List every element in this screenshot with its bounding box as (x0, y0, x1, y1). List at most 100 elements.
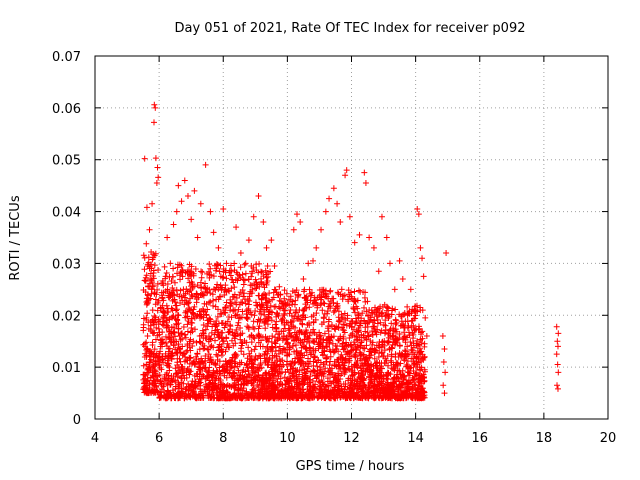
data-point (440, 358, 447, 365)
data-point (140, 376, 147, 383)
data-point (239, 340, 246, 347)
data-point (405, 379, 412, 386)
data-point (351, 239, 358, 246)
data-point (198, 274, 205, 281)
data-point (145, 296, 152, 303)
data-point (342, 172, 349, 179)
data-point (222, 267, 229, 274)
data-point (382, 326, 389, 333)
data-point (368, 352, 375, 359)
data-point (202, 326, 209, 333)
data-point (159, 353, 166, 360)
data-point (301, 377, 308, 384)
data-point (180, 380, 187, 387)
data-point (174, 369, 181, 376)
data-point (256, 352, 263, 359)
data-point (387, 326, 394, 333)
data-point (174, 316, 181, 323)
data-point (554, 361, 561, 368)
data-point (156, 394, 163, 401)
data-point (185, 299, 192, 306)
data-point (192, 394, 199, 401)
data-point (144, 333, 151, 340)
data-point (223, 275, 230, 282)
data-point (382, 311, 389, 318)
data-point (216, 364, 223, 371)
data-point (207, 343, 214, 350)
data-point (273, 362, 280, 369)
data-point (171, 279, 178, 286)
data-point (143, 240, 150, 247)
data-point (301, 295, 308, 302)
data-point (268, 317, 275, 324)
data-point (349, 330, 356, 337)
data-point (255, 331, 262, 338)
data-point (417, 336, 424, 343)
data-point (310, 257, 317, 264)
data-point (167, 328, 174, 335)
data-point (169, 284, 176, 291)
data-point (335, 356, 342, 363)
data-point (335, 361, 342, 368)
data-point (188, 263, 195, 270)
data-point (214, 352, 221, 359)
data-point (322, 287, 329, 294)
data-point (143, 272, 150, 279)
data-point (323, 355, 330, 362)
data-point (167, 391, 174, 398)
data-point (216, 370, 223, 377)
data-point (353, 347, 360, 354)
data-point (187, 295, 194, 302)
data-point (173, 208, 180, 215)
data-point (152, 104, 159, 111)
data-point (385, 370, 392, 377)
data-point (416, 349, 423, 356)
data-point (197, 279, 204, 286)
data-point (419, 307, 426, 314)
data-point (241, 374, 248, 381)
data-point (248, 357, 255, 364)
data-point (421, 368, 428, 375)
data-point (237, 250, 244, 257)
data-point (188, 381, 195, 388)
data-point (310, 312, 317, 319)
x-tick-label: 20 (600, 431, 617, 446)
data-point (151, 313, 158, 320)
data-point (378, 365, 385, 372)
data-point (268, 237, 275, 244)
data-point (316, 363, 323, 370)
data-point (375, 374, 382, 381)
data-point (181, 301, 188, 308)
data-point (218, 334, 225, 341)
data-point (335, 337, 342, 344)
data-point (273, 324, 280, 331)
data-point (219, 394, 226, 401)
data-point (220, 205, 227, 212)
data-point (342, 349, 349, 356)
data-point (177, 268, 184, 275)
data-point (175, 344, 182, 351)
data-point (365, 362, 372, 369)
data-point (259, 334, 266, 341)
data-point (378, 213, 385, 220)
data-point (351, 288, 358, 295)
data-point (145, 369, 152, 376)
data-point (160, 322, 167, 329)
data-point (385, 311, 392, 318)
data-point (353, 318, 360, 325)
data-point (248, 339, 255, 346)
data-point (219, 363, 226, 370)
data-point (177, 366, 184, 373)
data-point (287, 375, 294, 382)
data-point (413, 340, 420, 347)
x-tick-label: 14 (407, 431, 424, 446)
data-point (156, 329, 163, 336)
data-point (194, 291, 201, 298)
data-point (149, 200, 156, 207)
data-point (400, 321, 407, 328)
data-point (143, 339, 150, 346)
data-point (368, 374, 375, 381)
data-point (172, 320, 179, 327)
data-point (218, 311, 225, 318)
